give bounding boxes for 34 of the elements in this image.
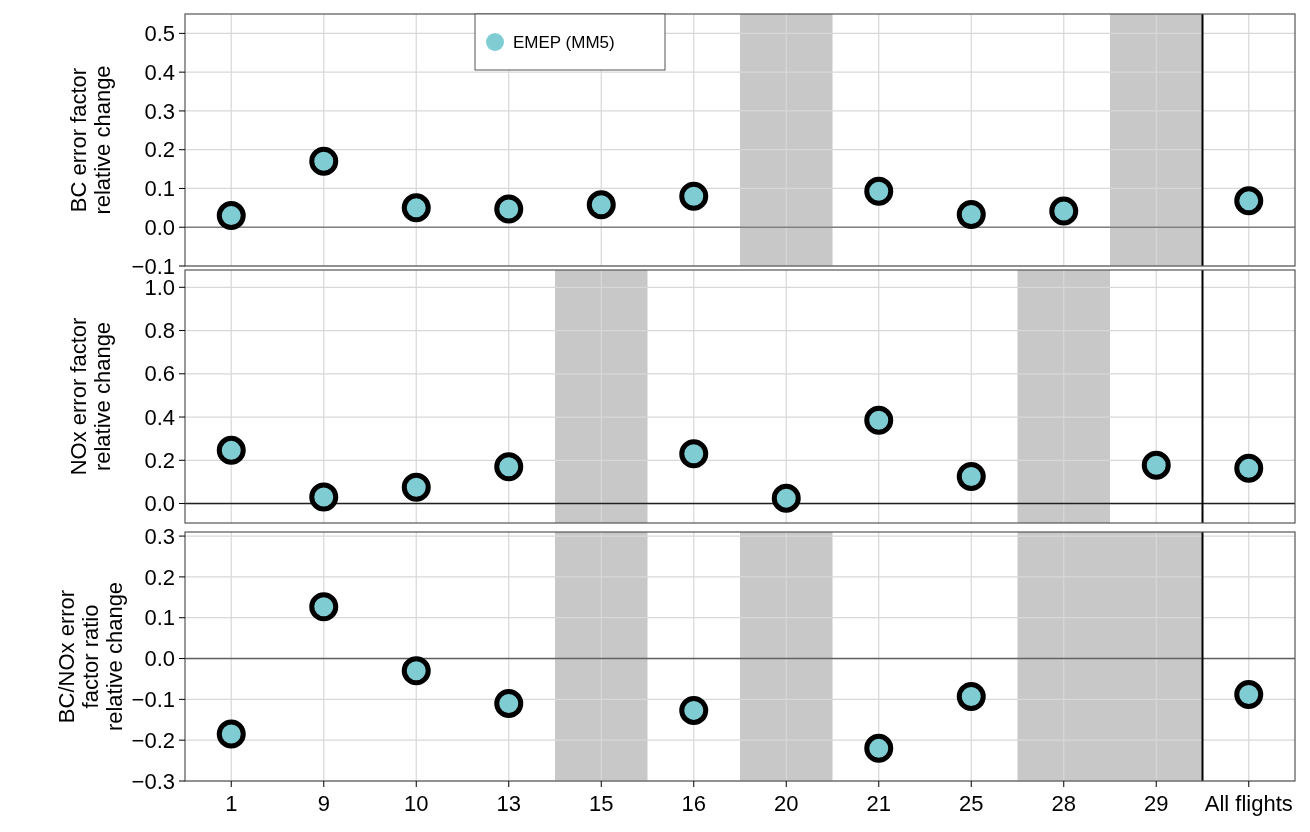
y-tick-label: 0.1 bbox=[144, 605, 175, 631]
y-axis-title: NOx error factor relative change bbox=[66, 317, 115, 476]
y-tick-label: 0.3 bbox=[144, 523, 175, 549]
y-tick-label: 0.1 bbox=[144, 176, 175, 202]
y-tick-label: 0.6 bbox=[144, 361, 175, 387]
y-tick-label: 0.8 bbox=[144, 318, 175, 344]
y-tick-label: 0.2 bbox=[144, 137, 175, 163]
x-tick-label: 10 bbox=[404, 791, 429, 816]
x-tick-label: 28 bbox=[1051, 791, 1076, 816]
y-axis-title: BC/NOx error factor ratio relative change bbox=[54, 581, 127, 732]
y-tick-label: 0.2 bbox=[144, 564, 175, 590]
y-tick-label: −0.3 bbox=[131, 768, 175, 794]
y-tick-label: 0.4 bbox=[144, 59, 175, 85]
y-tick-label: 0.5 bbox=[144, 21, 175, 47]
y-tick-label: 0.0 bbox=[144, 491, 175, 517]
x-tick-label: 21 bbox=[866, 791, 891, 816]
y-tick-label: 0.3 bbox=[144, 98, 175, 124]
x-tick-label: 15 bbox=[589, 791, 614, 816]
x-tick-label: All flights bbox=[1204, 791, 1293, 816]
y-tick-label: −0.1 bbox=[131, 687, 175, 713]
legend-label: EMEP (MM5) bbox=[513, 32, 615, 52]
y-tick-label: 0.0 bbox=[144, 214, 175, 240]
x-tick-label: 20 bbox=[774, 791, 799, 816]
y-axis-title: BC error factor relative change bbox=[66, 65, 115, 215]
y-tick-label: 0.2 bbox=[144, 447, 175, 473]
x-tick-label: 1 bbox=[225, 791, 238, 816]
y-tick-label: −0.2 bbox=[131, 727, 175, 753]
x-tick-label: 13 bbox=[496, 791, 521, 816]
x-tick-label: 16 bbox=[681, 791, 706, 816]
x-tick-label: 29 bbox=[1144, 791, 1169, 816]
x-tick-label: 25 bbox=[959, 791, 984, 816]
x-tick-label: 9 bbox=[317, 791, 330, 816]
y-tick-label: 0.4 bbox=[144, 404, 175, 430]
y-tick-label: 0.0 bbox=[144, 646, 175, 672]
